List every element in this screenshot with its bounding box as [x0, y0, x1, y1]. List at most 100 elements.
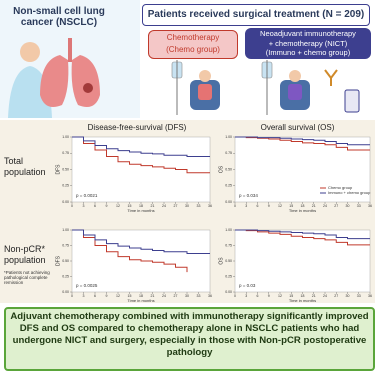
y-tick-label: 0.00 [62, 290, 69, 294]
x-tick-label: 21 [312, 294, 316, 298]
x-tick-label: 6 [94, 294, 96, 298]
x-tick-label: 18 [301, 294, 305, 298]
column-title: Overall survival (OS) [260, 123, 335, 132]
x-tick-label: 15 [128, 294, 132, 298]
survival-curve [235, 229, 370, 240]
patient-illustration [171, 60, 360, 115]
x-tick-label: 36 [368, 294, 372, 298]
y-tick-label: 0.25 [225, 184, 232, 188]
y-tick-label: 0.50 [225, 259, 232, 263]
x-tick-label: 0 [234, 294, 236, 298]
x-tick-label: 6 [94, 204, 96, 208]
y-axis-label: OS [218, 165, 224, 173]
x-tick-label: 6 [257, 204, 259, 208]
row-line: Non-pCR* [4, 244, 46, 254]
x-tick-label: 24 [323, 204, 327, 208]
y-tick-label: 1.00 [225, 135, 232, 139]
x-axis-label: Time in months [289, 298, 316, 303]
left-title: Non-small cell lung cancer (NSCLC) [13, 6, 105, 28]
x-tick-label: 3 [83, 204, 85, 208]
footnote: *Patients not achieving pathological com… [4, 270, 50, 285]
x-tick-label: 9 [106, 204, 108, 208]
x-tick-label: 21 [151, 204, 155, 208]
y-tick-label: 1.00 [62, 228, 69, 232]
x-tick-label: 9 [268, 204, 270, 208]
x-tick-label: 33 [357, 204, 361, 208]
y-tick-label: 1.00 [225, 228, 232, 232]
x-tick-label: 3 [245, 204, 247, 208]
legend-label: Immuno + chemo group [328, 190, 371, 195]
y-axis-label: DFS [55, 255, 61, 266]
row-label: Total population [4, 156, 46, 178]
y-tick-label: 1.00 [62, 135, 69, 139]
x-tick-label: 12 [116, 294, 120, 298]
x-tick-label: 36 [368, 204, 372, 208]
y-tick-label: 0.50 [62, 167, 69, 171]
y-axis-label: OS [218, 257, 224, 265]
y-tick-label: 0.50 [62, 259, 69, 263]
x-tick-label: 0 [234, 204, 236, 208]
x-tick-label: 18 [139, 204, 143, 208]
x-tick-label: 36 [208, 204, 212, 208]
x-tick-label: 24 [323, 294, 327, 298]
x-tick-label: 15 [289, 204, 293, 208]
x-tick-label: 27 [174, 204, 178, 208]
x-tick-label: 33 [357, 294, 361, 298]
y-tick-label: 0.75 [225, 151, 232, 155]
row-label: Non-pCR* population [4, 244, 46, 266]
y-tick-label: 0.75 [62, 243, 69, 247]
row-line: population [4, 167, 46, 177]
x-tick-label: 27 [334, 204, 338, 208]
row-line: Total [4, 156, 24, 166]
x-tick-label: 18 [139, 294, 143, 298]
y-tick-label: 0.75 [225, 243, 232, 247]
x-tick-label: 12 [116, 204, 120, 208]
y-tick-label: 0.75 [62, 151, 69, 155]
x-tick-label: 21 [312, 204, 316, 208]
y-tick-label: 0.00 [225, 290, 232, 294]
nict-line: Neoadjuvant immunotherapy [260, 29, 356, 38]
x-tick-label: 30 [185, 204, 189, 208]
x-tick-label: 6 [257, 294, 259, 298]
y-tick-label: 0.00 [62, 200, 69, 204]
x-tick-label: 33 [197, 204, 201, 208]
y-tick-label: 0.00 [225, 200, 232, 204]
lung-illustration [8, 38, 100, 118]
x-tick-label: 33 [197, 294, 201, 298]
x-tick-label: 30 [346, 204, 350, 208]
x-tick-label: 12 [278, 204, 282, 208]
survival-curve [72, 136, 210, 174]
column-title: Disease-free-survival (DFS) [87, 123, 187, 132]
x-tick-label: 24 [162, 204, 166, 208]
x-tick-label: 0 [71, 204, 73, 208]
nict-line: + chemotherapy (NICT) [268, 38, 348, 48]
row-line: population [4, 255, 46, 265]
p-value: p = 0.0021 [76, 193, 98, 198]
right-title: Patients received surgical treatment (N … [142, 4, 370, 26]
conclusion: Adjuvant chemotherapy combined with immu… [4, 307, 375, 371]
y-tick-label: 0.25 [62, 274, 69, 278]
x-tick-label: 0 [71, 294, 73, 298]
x-tick-label: 27 [334, 294, 338, 298]
nict-line: (Immuno + chemo group) [265, 48, 351, 57]
x-tick-label: 30 [185, 294, 189, 298]
x-tick-label: 36 [208, 294, 212, 298]
x-tick-label: 9 [268, 294, 270, 298]
p-value: p = 0.03 [239, 283, 256, 288]
y-tick-label: 0.25 [225, 274, 232, 278]
p-value: p = 0.0025 [76, 283, 98, 288]
nict-box: Neoadjuvant immunotherapy + chemotherapy… [245, 28, 371, 59]
x-axis-label: Time in months [127, 208, 154, 213]
chemo-sub: (Chemo group) [166, 45, 220, 54]
y-tick-label: 0.50 [225, 167, 232, 171]
plot-area [234, 229, 371, 293]
x-axis-label: Time in months [289, 208, 316, 213]
chemo-box: Chemotherapy (Chemo group) [148, 30, 238, 59]
x-tick-label: 3 [245, 294, 247, 298]
x-tick-label: 15 [128, 204, 132, 208]
p-value: p = 0.034 [239, 193, 258, 198]
x-tick-label: 30 [346, 294, 350, 298]
x-tick-label: 18 [301, 204, 305, 208]
